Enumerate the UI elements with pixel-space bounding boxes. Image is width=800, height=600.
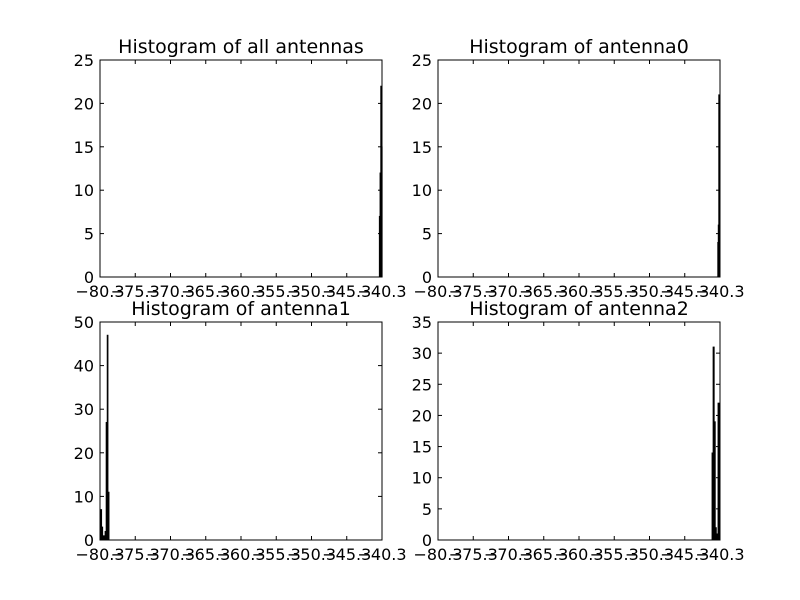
plot-area xyxy=(99,59,383,278)
y-tick-label: 5 xyxy=(84,225,94,244)
histogram-bar xyxy=(717,402,721,541)
x-tick-label: −40.3 xyxy=(695,282,744,301)
x-tick-label: −75.3 xyxy=(111,282,160,301)
y-tick-label: 10 xyxy=(412,469,432,488)
x-tick-label: −40.3 xyxy=(357,545,406,564)
histogram-panel-1: 0 5 10 15 20 25 −80.3−75.3−70.3−65.3−60.3−55.3… xyxy=(412,36,745,301)
x-tick-label: −45.3 xyxy=(322,545,371,564)
x-tick-label: −65.3 xyxy=(519,545,568,564)
x-tick-label: −65.3 xyxy=(181,282,230,301)
x-tick-label: −70.3 xyxy=(484,545,533,564)
y-tick-label: 0 xyxy=(84,531,94,550)
x-tick-label: −55.3 xyxy=(252,282,301,301)
y-tick-label: 10 xyxy=(412,181,432,200)
histogram-bar xyxy=(107,491,110,541)
plot-area xyxy=(99,321,383,541)
x-tick-label: −60.3 xyxy=(554,545,603,564)
x-tick-label: −50.3 xyxy=(287,545,336,564)
y-tick-label: 50 xyxy=(74,313,94,332)
histogram-bar xyxy=(106,334,109,541)
y-tick-label: 20 xyxy=(412,406,432,425)
x-tick-label: −55.3 xyxy=(252,545,301,564)
x-tick-label: −80.3 xyxy=(75,545,124,564)
y-tick-label: 20 xyxy=(412,94,432,113)
y-tick-label: 15 xyxy=(412,438,432,457)
histogram-panel-3: 05101520253035−80.3−75.3−70.3−65.3−60.3−… xyxy=(412,298,745,564)
x-tick-label: −45.3 xyxy=(322,282,371,301)
histogram-bar xyxy=(718,94,721,278)
x-tick-label: −75.3 xyxy=(111,545,160,564)
y-tick-label: 30 xyxy=(74,400,94,419)
x-tick-label: −65.3 xyxy=(519,282,568,301)
x-tick-label: −40.3 xyxy=(357,282,406,301)
histogram-bar xyxy=(714,421,716,541)
y-tick-label: 5 xyxy=(422,225,432,244)
x-tick-label: −80.3 xyxy=(413,545,462,564)
y-tick-label: 15 xyxy=(74,138,94,157)
x-tick-label: −50.3 xyxy=(625,545,674,564)
histogram-panel-2: 0 10 20 30 40 50 −80.3−75.3−70.3−65.3−60.3−55.… xyxy=(74,298,407,564)
x-tick-label: −75.3 xyxy=(449,545,498,564)
plot-area xyxy=(437,59,721,278)
x-tick-label: −70.3 xyxy=(146,545,195,564)
y-tick-label: 15 xyxy=(412,138,432,157)
x-tick-label: −40.3 xyxy=(695,545,744,564)
chart-title: Histogram of antenna2 xyxy=(469,298,689,320)
x-tick-label: −80.3 xyxy=(413,282,462,301)
chart-title: Histogram of all antennas xyxy=(118,36,364,58)
y-tick-label: 5 xyxy=(422,500,432,519)
histogram-panel-0: 0 5 10 15 20 25 −80.3−75.3−70.3−65.3−60.3−55.3… xyxy=(74,36,407,301)
chart-title: Histogram of antenna0 xyxy=(469,36,689,58)
y-tick-label: 0 xyxy=(422,531,432,550)
y-tick-label: 40 xyxy=(74,357,94,376)
y-tick-label: 35 xyxy=(412,313,432,332)
y-tick-label: 0 xyxy=(422,268,432,287)
x-tick-label: −55.3 xyxy=(590,545,639,564)
x-tick-label: −50.3 xyxy=(625,282,674,301)
histogram-bar xyxy=(102,535,106,541)
y-tick-label: 10 xyxy=(74,181,94,200)
y-tick-label: 25 xyxy=(412,51,432,70)
y-tick-label: 20 xyxy=(74,444,94,463)
x-tick-label: −65.3 xyxy=(181,545,230,564)
y-tick-label: 10 xyxy=(74,487,94,506)
x-tick-label: −60.3 xyxy=(554,282,603,301)
y-tick-label: 25 xyxy=(412,375,432,394)
x-tick-label: −55.3 xyxy=(590,282,639,301)
y-tick-label: 20 xyxy=(74,94,94,113)
y-tick-label: 0 xyxy=(84,268,94,287)
y-tick-label: 30 xyxy=(412,344,432,363)
chart-title: Histogram of antenna1 xyxy=(131,298,351,320)
x-tick-label: −50.3 xyxy=(287,282,336,301)
histogram-bar xyxy=(380,146,383,278)
x-tick-label: −45.3 xyxy=(660,282,709,301)
x-tick-label: −45.3 xyxy=(660,545,709,564)
y-tick-label: 25 xyxy=(74,51,94,70)
x-tick-label: −60.3 xyxy=(216,545,265,564)
x-tick-label: −70.3 xyxy=(484,282,533,301)
x-tick-label: −80.3 xyxy=(75,282,124,301)
plot-area xyxy=(437,321,721,541)
x-tick-label: −75.3 xyxy=(449,282,498,301)
x-tick-label: −70.3 xyxy=(146,282,195,301)
x-tick-label: −60.3 xyxy=(216,282,265,301)
